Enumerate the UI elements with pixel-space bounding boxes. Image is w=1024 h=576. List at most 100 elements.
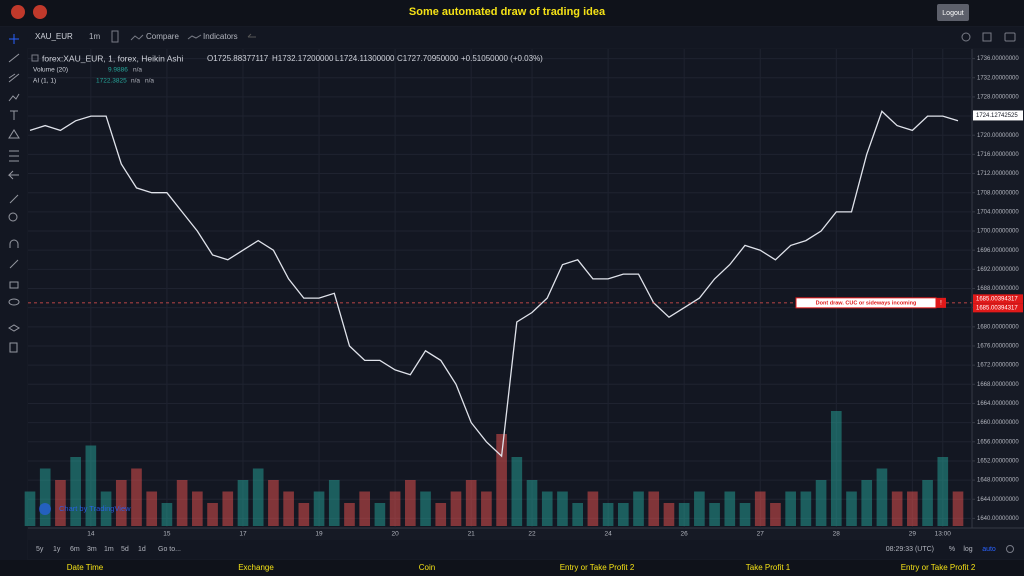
volume-bar [176,480,188,526]
y-tick-label: 1700.00000000 [977,229,1019,235]
log-toggle[interactable]: log [963,546,972,553]
indicators-icon [187,34,202,40]
range-button[interactable]: 1m [104,546,114,553]
annotation-text: Dont draw. CUC or sideways incoming [816,300,917,306]
undo-icon[interactable] [247,33,256,38]
range-button[interactable]: 1y [53,546,61,553]
scale-settings[interactable] [1006,545,1014,553]
volume-bar [39,468,51,526]
volume-bar [770,503,781,526]
legend-toggle[interactable] [31,54,39,62]
annotation-price-box [973,303,1023,313]
page-title: Some automated draw of trading idea [409,6,606,18]
range-button[interactable]: 5y [36,546,44,553]
logout-button[interactable] [937,4,969,21]
lock-tool[interactable] [9,281,19,289]
prediction-tool[interactable] [8,129,20,139]
footer-label: Date Time [67,563,104,572]
logo [33,5,47,19]
indicators-button[interactable]: Indicators [203,32,238,41]
pattern-tool[interactable] [8,93,20,102]
volume-bar [496,434,507,526]
crosshair-tool[interactable] [9,34,19,44]
x-tick-label: 22 [528,531,536,538]
y-tick-label: 1672.00000000 [977,363,1019,369]
volume-na: n/a [133,67,142,74]
text-tool[interactable] [10,110,18,120]
interval[interactable]: 1m [89,32,100,41]
y-tick-label: 1668.00000000 [977,382,1019,388]
ruler-tool[interactable] [9,194,19,204]
magnet-tool[interactable] [9,239,19,248]
volume-bar [830,411,842,526]
ai-na: n/a [145,78,154,85]
watermark[interactable]: Chart by TradingView [59,504,131,513]
range-button[interactable]: Go to... [158,546,181,553]
measure-tool[interactable] [9,150,19,162]
price-line [29,110,959,458]
volume-bar [283,491,294,526]
volume-bar [115,480,127,526]
symbol[interactable]: XAU_EUR [35,32,73,41]
volume-bar [572,503,583,526]
y-tick-label: 1676.00000000 [977,344,1019,350]
legend-close: C1727.70950000 [397,54,459,63]
x-tick-label: 14 [87,531,95,538]
range-button[interactable]: 6m [70,546,80,553]
line-tool[interactable] [8,53,20,63]
volume-bar [724,491,736,526]
x-tick-label: 19 [315,531,323,538]
clock: 08:29:33 (UTC) [886,546,934,553]
range-button[interactable]: 5d [121,546,129,553]
range-button[interactable]: 3m [87,546,97,553]
eye-tool[interactable] [8,298,20,306]
plot: Dont draw. CUC or sideways incoming ! 1685… [28,110,1023,458]
ai-value: 1722.3825 [96,78,127,85]
range-button[interactable]: 1d [138,546,146,553]
volume-bar [328,480,340,526]
screenshot-icon[interactable] [1004,32,1016,42]
brush-tool[interactable] [9,259,19,269]
volume-bar [207,503,218,526]
x-tick-label: 17 [239,531,247,538]
footer-label: Exchange [238,563,274,572]
y-tick-label: 1644.00000000 [977,497,1019,503]
volume-bar [161,503,173,526]
compare-button[interactable]: Compare [146,32,179,41]
logout-label[interactable]: Logout [942,10,963,17]
chart-type-icon[interactable] [111,30,119,43]
volume-bar [389,491,401,526]
x-tick-label: 21 [468,531,476,538]
last-price-label: 1724.12742525 [976,113,1018,119]
auto-toggle[interactable]: auto [982,546,996,553]
fib-tool[interactable] [8,73,20,83]
back-tool[interactable] [7,170,19,180]
volume-bar [876,468,888,526]
volume-bar [237,480,249,526]
volume-bar [678,503,690,526]
volume-bar [952,491,964,526]
zoom-tool[interactable] [8,212,18,222]
y-tick-label: 1640.00000000 [977,516,1019,522]
x-tick-label: 27 [757,531,765,538]
volume-bar [24,491,36,526]
volume-bar [922,480,933,526]
layers-tool[interactable] [8,324,20,332]
footer-bar [0,560,1024,576]
percent-toggle[interactable]: % [949,546,955,553]
volume-bar [374,503,386,526]
watermark-logo [39,503,51,515]
settings-icon[interactable] [961,32,971,42]
y-tick-label: 1716.00000000 [977,152,1019,158]
volume-bar [435,503,447,526]
trash-tool[interactable] [9,342,18,353]
legend-change: +0.51050000 (+0.03%) [461,54,543,63]
annotation-price-label: 1685.00394317 [976,296,1018,302]
volume-bar [192,491,203,526]
fullscreen-icon[interactable] [982,32,992,42]
volume-bar [709,503,720,526]
x-tick-label: 29 [909,531,917,538]
logo [11,5,25,19]
y-tick-label: 1732.00000000 [977,75,1019,81]
